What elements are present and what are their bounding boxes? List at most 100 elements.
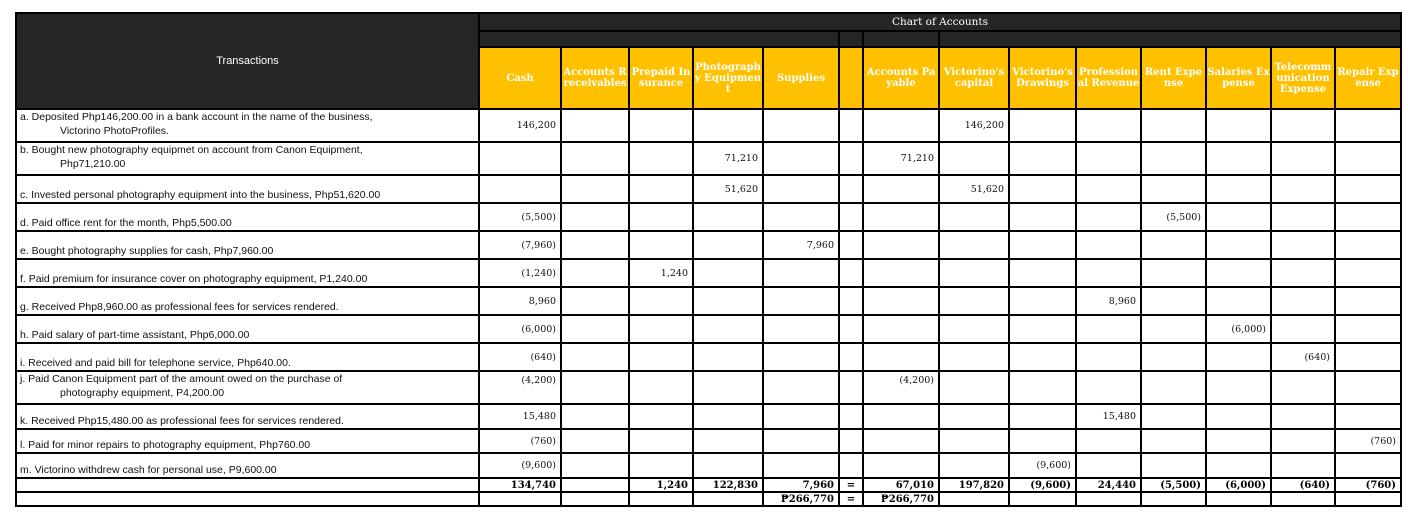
total-cell[interactable]: [938, 491, 1010, 507]
amount-cell[interactable]: [1205, 141, 1272, 176]
transaction-description[interactable]: k. Received Php15,480.00 as professional…: [15, 403, 480, 430]
amount-cell[interactable]: [862, 108, 940, 143]
amount-cell[interactable]: [838, 286, 864, 316]
transaction-description[interactable]: a. Deposited Php146,200.00 in a bank acc…: [15, 108, 480, 143]
amount-cell[interactable]: [1075, 202, 1142, 232]
amount-cell[interactable]: [1075, 314, 1142, 344]
total-cell[interactable]: (640): [1270, 477, 1336, 493]
amount-cell[interactable]: [478, 174, 562, 204]
amount-cell[interactable]: [1205, 286, 1272, 316]
amount-cell[interactable]: [1334, 286, 1402, 316]
transaction-description[interactable]: d. Paid office rent for the month, Php5,…: [15, 202, 480, 232]
amount-cell[interactable]: [862, 428, 940, 454]
amount-cell[interactable]: 51,620: [938, 174, 1010, 204]
amount-cell[interactable]: [628, 314, 694, 344]
amount-cell[interactable]: [1334, 108, 1402, 143]
equals-sign[interactable]: =: [838, 491, 864, 507]
amount-cell[interactable]: [1334, 230, 1402, 260]
amount-cell[interactable]: [938, 370, 1010, 405]
amount-cell[interactable]: [628, 141, 694, 176]
amount-cell[interactable]: [1270, 286, 1336, 316]
amount-cell[interactable]: 146,200: [938, 108, 1010, 143]
amount-cell[interactable]: [628, 342, 694, 372]
amount-cell[interactable]: [1334, 141, 1402, 176]
amount-cell[interactable]: [1008, 403, 1077, 430]
transaction-description[interactable]: h. Paid salary of part-time assistant, P…: [15, 314, 480, 344]
amount-cell[interactable]: [1140, 403, 1207, 430]
amount-cell[interactable]: [862, 314, 940, 344]
transaction-description[interactable]: f. Paid premium for insurance cover on p…: [15, 258, 480, 288]
amount-cell[interactable]: [1140, 342, 1207, 372]
amount-cell[interactable]: [838, 230, 864, 260]
amount-cell[interactable]: [838, 452, 864, 479]
amount-cell[interactable]: [762, 452, 840, 479]
amount-cell[interactable]: [628, 230, 694, 260]
amount-cell[interactable]: (760): [1334, 428, 1402, 454]
amount-cell[interactable]: [1140, 314, 1207, 344]
amount-cell[interactable]: [628, 428, 694, 454]
amount-cell[interactable]: [1270, 452, 1336, 479]
amount-cell[interactable]: [1140, 141, 1207, 176]
amount-cell[interactable]: [862, 230, 940, 260]
amount-cell[interactable]: [1205, 108, 1272, 143]
amount-cell[interactable]: [762, 108, 840, 143]
amount-cell[interactable]: [560, 452, 630, 479]
amount-cell[interactable]: [560, 314, 630, 344]
amount-cell[interactable]: [1334, 403, 1402, 430]
amount-cell[interactable]: [1205, 202, 1272, 232]
amount-cell[interactable]: [838, 174, 864, 204]
amount-cell[interactable]: [692, 286, 764, 316]
amount-cell[interactable]: [1008, 258, 1077, 288]
total-cell[interactable]: [1075, 491, 1142, 507]
amount-cell[interactable]: [560, 403, 630, 430]
amount-cell[interactable]: [862, 342, 940, 372]
amount-cell[interactable]: [838, 370, 864, 405]
amount-cell[interactable]: [938, 202, 1010, 232]
amount-cell[interactable]: [692, 403, 764, 430]
amount-cell[interactable]: [1270, 141, 1336, 176]
amount-cell[interactable]: [1140, 230, 1207, 260]
amount-cell[interactable]: [862, 286, 940, 316]
amount-cell[interactable]: (6,000): [1205, 314, 1272, 344]
amount-cell[interactable]: [1075, 141, 1142, 176]
total-cell[interactable]: (5,500): [1140, 477, 1207, 493]
amount-cell[interactable]: [838, 258, 864, 288]
amount-cell[interactable]: [1334, 452, 1402, 479]
amount-cell[interactable]: (640): [1270, 342, 1336, 372]
amount-cell[interactable]: [1075, 342, 1142, 372]
amount-cell[interactable]: [692, 452, 764, 479]
amount-cell[interactable]: [938, 342, 1010, 372]
amount-cell[interactable]: [1270, 428, 1336, 454]
amount-cell[interactable]: [1270, 258, 1336, 288]
amount-cell[interactable]: (760): [478, 428, 562, 454]
amount-cell[interactable]: [1205, 403, 1272, 430]
amount-cell[interactable]: 15,480: [1075, 403, 1142, 430]
amount-cell[interactable]: [1140, 428, 1207, 454]
amount-cell[interactable]: [1008, 108, 1077, 143]
amount-cell[interactable]: [762, 286, 840, 316]
amount-cell[interactable]: [1075, 108, 1142, 143]
amount-cell[interactable]: [692, 342, 764, 372]
amount-cell[interactable]: [1270, 174, 1336, 204]
amount-cell[interactable]: 71,210: [692, 141, 764, 176]
amount-cell[interactable]: [560, 141, 630, 176]
amount-cell[interactable]: [1140, 174, 1207, 204]
amount-cell[interactable]: [1334, 174, 1402, 204]
amount-cell[interactable]: [1075, 452, 1142, 479]
amount-cell[interactable]: [1008, 141, 1077, 176]
total-cell[interactable]: ₱266,770: [762, 491, 840, 507]
amount-cell[interactable]: [938, 141, 1010, 176]
amount-cell[interactable]: [1270, 403, 1336, 430]
amount-cell[interactable]: [1008, 230, 1077, 260]
amount-cell[interactable]: [762, 428, 840, 454]
total-cell[interactable]: [478, 491, 562, 507]
amount-cell[interactable]: [692, 314, 764, 344]
amount-cell[interactable]: [1334, 342, 1402, 372]
amount-cell[interactable]: [1270, 108, 1336, 143]
amount-cell[interactable]: [1205, 428, 1272, 454]
amount-cell[interactable]: [692, 108, 764, 143]
amount-cell[interactable]: [762, 370, 840, 405]
transaction-description[interactable]: e. Bought photography supplies for cash,…: [15, 230, 480, 260]
transaction-description[interactable]: b. Bought new photography equipmet on ac…: [15, 141, 480, 176]
amount-cell[interactable]: [628, 286, 694, 316]
